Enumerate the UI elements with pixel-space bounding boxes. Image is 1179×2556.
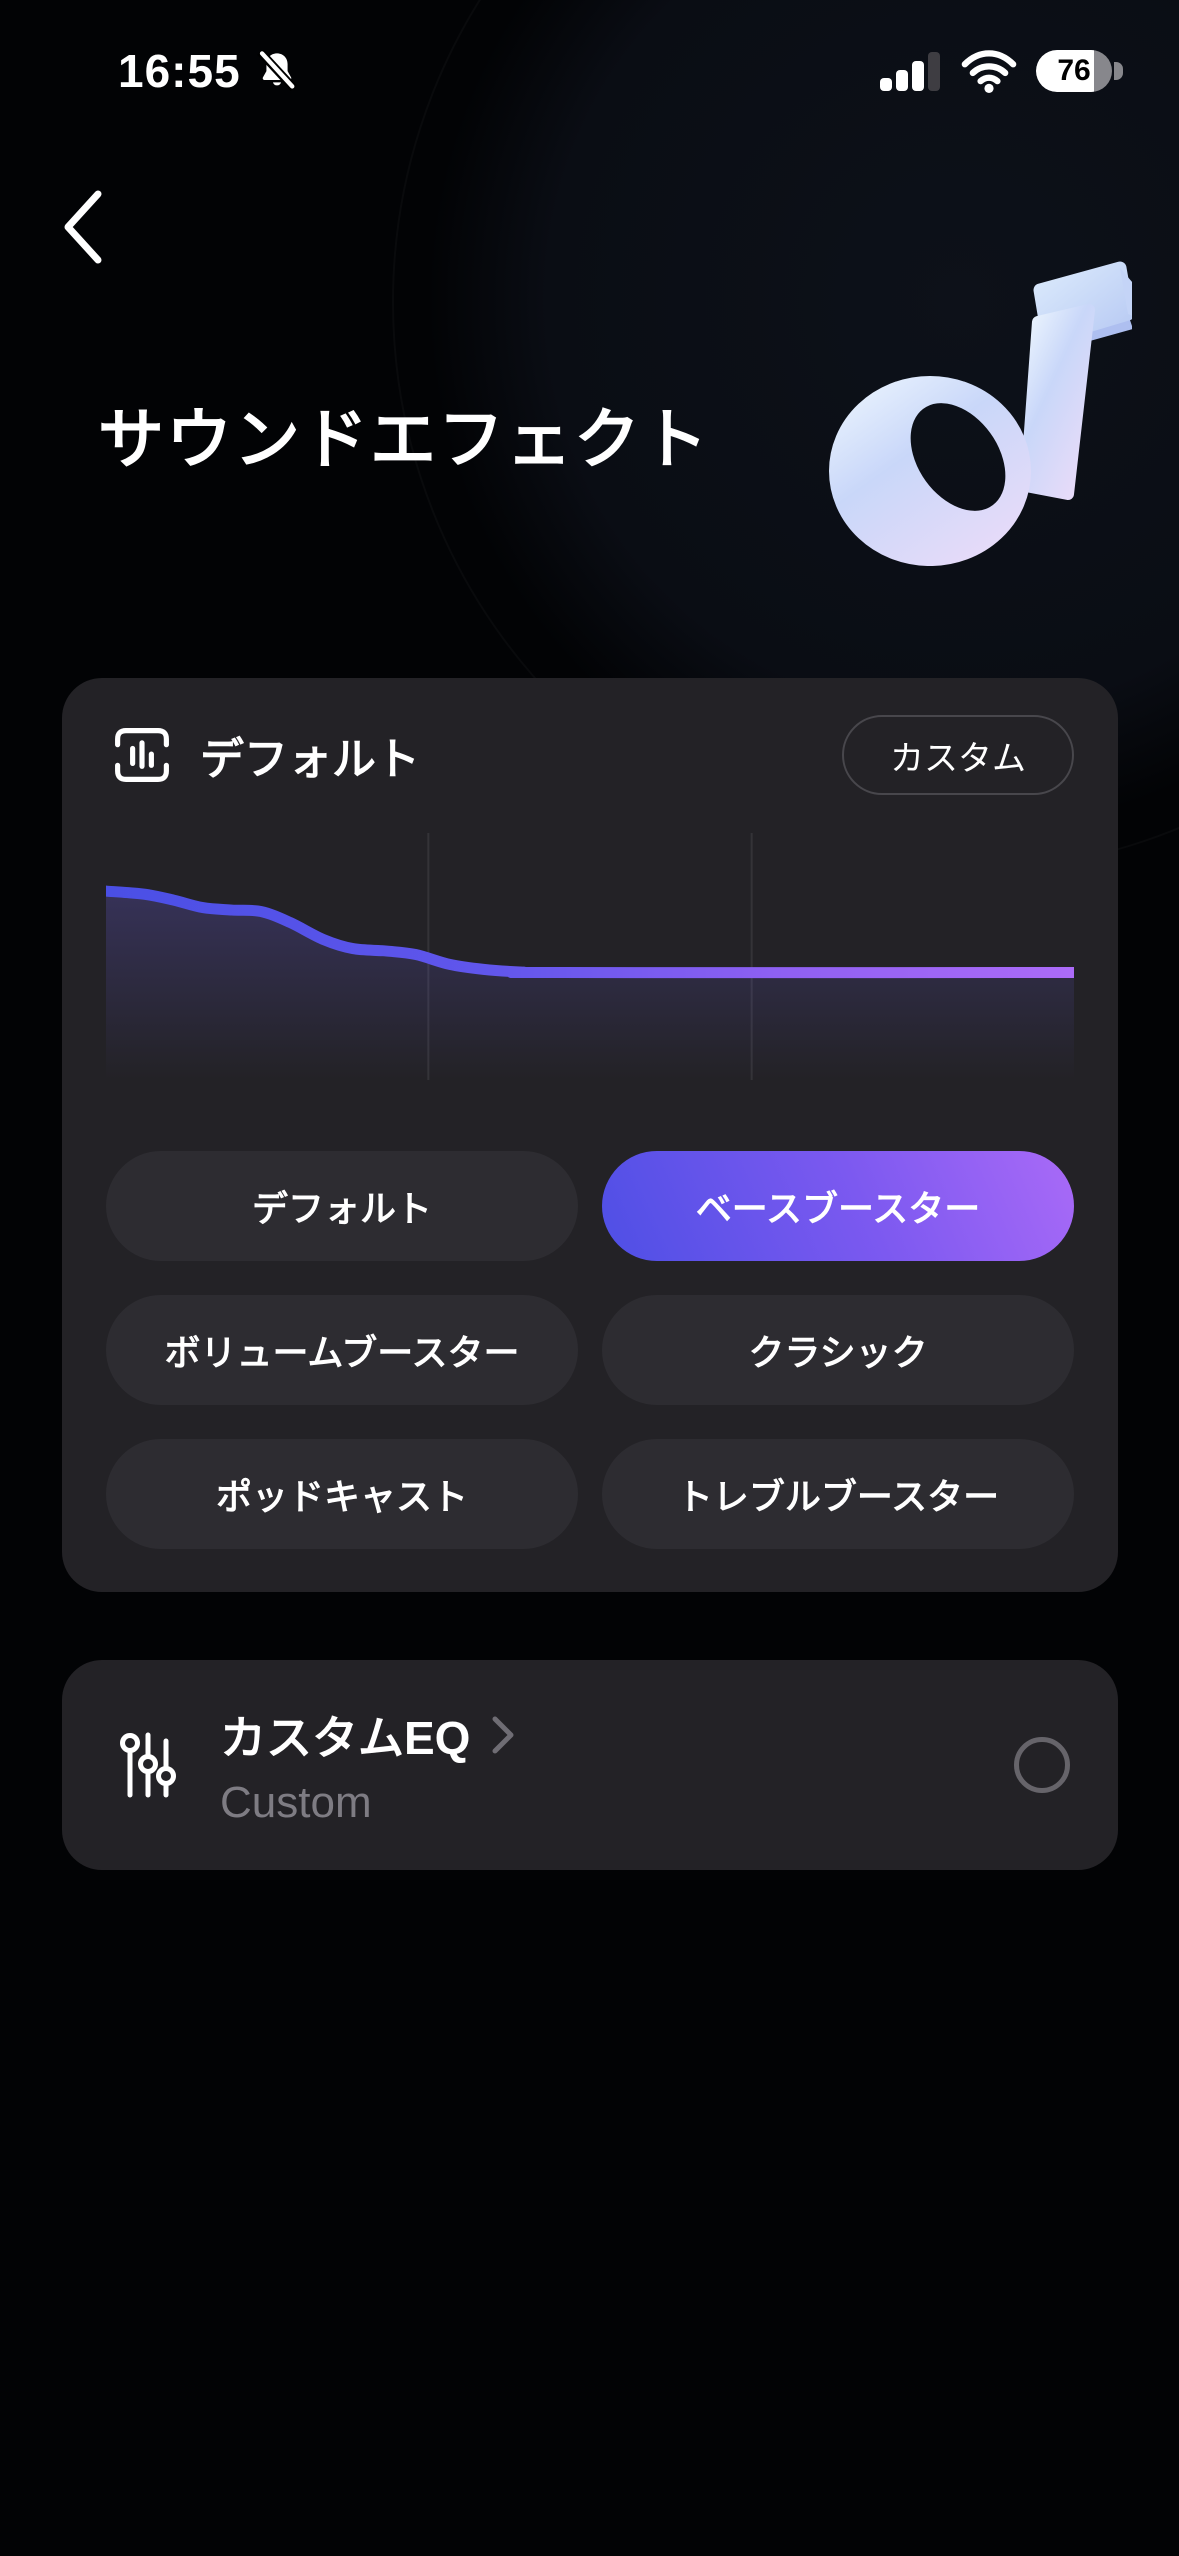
custom-button[interactable]: カスタム bbox=[842, 715, 1074, 795]
custom-eq-subtitle: Custom bbox=[220, 1778, 372, 1827]
cellular-signal-icon bbox=[880, 52, 940, 91]
preset-button-podcast[interactable]: ポッドキャスト bbox=[106, 1439, 578, 1549]
preset-button-classic[interactable]: クラシック bbox=[602, 1295, 1074, 1405]
wifi-icon bbox=[961, 50, 1017, 93]
custom-eq-text: カスタムEQ Custom bbox=[220, 1702, 516, 1828]
status-left: 16:55 bbox=[118, 44, 299, 98]
battery-fill bbox=[1036, 50, 1094, 92]
status-right: 76 bbox=[880, 49, 1123, 93]
back-button[interactable] bbox=[38, 176, 128, 280]
notifications-off-icon bbox=[256, 50, 297, 92]
status-time: 16:55 bbox=[118, 45, 241, 97]
music-note-3d-icon bbox=[829, 261, 1132, 566]
battery-percent: 76 bbox=[1057, 54, 1091, 87]
chevron-left-icon bbox=[64, 190, 102, 263]
preset-card: デフォルト カスタム bbox=[62, 678, 1118, 1592]
page-title: サウンドエフェクト bbox=[98, 402, 710, 476]
battery-nub bbox=[1114, 62, 1123, 80]
preset-grid: デフォルト ベースブースター ボリュームブースター クラシック ポッドキャスト … bbox=[106, 1151, 1074, 1549]
selected-preset-label: デフォルト bbox=[200, 735, 420, 784]
custom-eq-card[interactable]: カスタムEQ Custom bbox=[62, 1660, 1118, 1870]
battery-icon: 76 bbox=[1036, 50, 1123, 92]
eq-curve-line bbox=[106, 885, 1074, 979]
eq-levels-icon bbox=[115, 728, 169, 782]
preset-button-volume-booster[interactable]: ボリュームブースター bbox=[106, 1295, 578, 1405]
preset-card-header: デフォルト カスタム bbox=[106, 715, 1074, 795]
eq-curve-fill bbox=[106, 891, 1074, 1080]
preset-button-treble-booster[interactable]: トレブルブースター bbox=[602, 1439, 1074, 1549]
battery-body: 76 bbox=[1036, 50, 1112, 92]
preset-button-bass-booster[interactable]: ベースブースター bbox=[602, 1151, 1074, 1261]
eq-curve-chart bbox=[106, 833, 1074, 1080]
custom-eq-radio[interactable] bbox=[1014, 1737, 1070, 1793]
custom-eq-title: カスタムEQ bbox=[220, 1712, 471, 1764]
preset-button-default[interactable]: デフォルト bbox=[106, 1151, 578, 1261]
chevron-right-icon bbox=[492, 1716, 514, 1754]
status-bar: 16:55 bbox=[0, 0, 1179, 132]
faders-icon bbox=[120, 1732, 176, 1798]
